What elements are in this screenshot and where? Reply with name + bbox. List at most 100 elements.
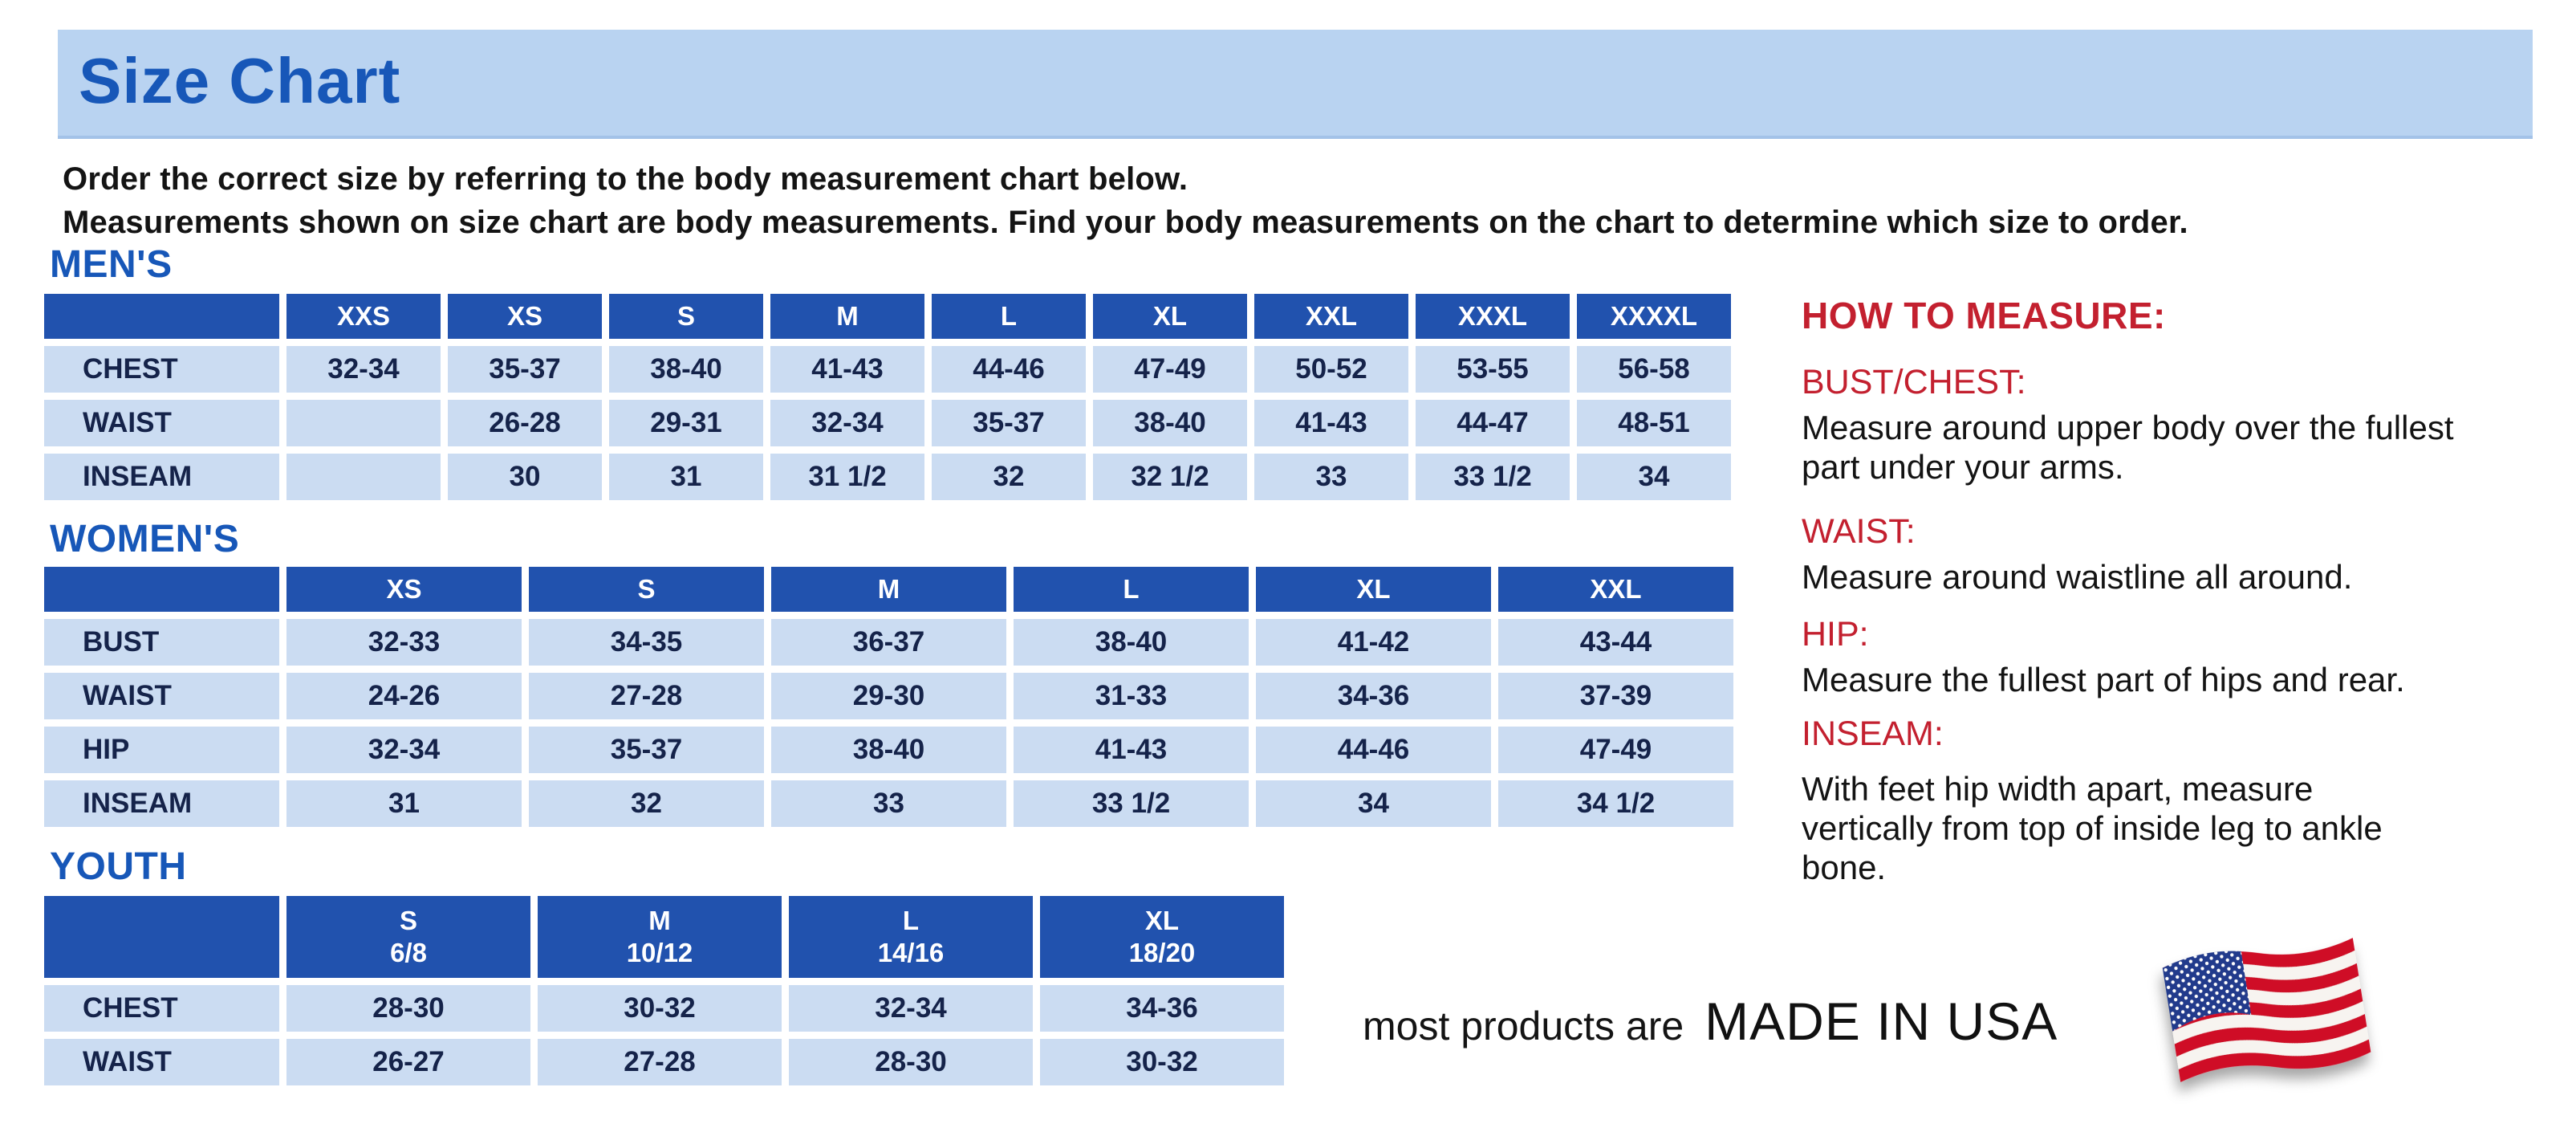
measurement-cell: 32 1/2 — [1093, 454, 1247, 500]
measurement-cell: 53-55 — [1416, 346, 1570, 393]
table-row: HIP 32-34 35-37 38-40 41-43 44-46 47-49 — [44, 727, 1733, 773]
measurement-cell: 33 1/2 — [1014, 780, 1249, 827]
header-row: XS S M L XL XXL — [44, 567, 1733, 612]
mens-size-table: XXS XS S M L XL XXL XXXL XXXXL CHEST 32-34 35-37 38… — [37, 287, 1738, 507]
size-header-cell: XXL — [1498, 567, 1733, 612]
measurement-cell: 41-43 — [1254, 400, 1408, 446]
measurement-cell: 33 — [1254, 454, 1408, 500]
measurement-cell: 34 — [1577, 454, 1731, 500]
made-in-usa-line: most products are MADE IN USA — [1363, 991, 2058, 1052]
corner-header-cell — [44, 896, 279, 978]
measurement-cell: 30-32 — [1040, 1039, 1284, 1085]
row-label-cell: WAIST — [44, 1039, 279, 1085]
corner-header-cell — [44, 567, 279, 612]
row-label-cell: WAIST — [44, 400, 279, 446]
measurement-cell: 26-28 — [448, 400, 602, 446]
youth-section-label: YOUTH — [50, 845, 187, 888]
mens-section-label: MEN'S — [50, 243, 173, 286]
row-label-cell: CHEST — [44, 346, 279, 393]
measurement-cell: 29-30 — [771, 673, 1006, 719]
title-band: Size Chart — [58, 30, 2533, 139]
measurement-cell: 32-34 — [789, 985, 1033, 1032]
inseam-label: INSEAM: — [1802, 715, 1944, 753]
measurement-cell: 33 — [771, 780, 1006, 827]
measurement-cell: 34-36 — [1256, 673, 1491, 719]
measurement-cell: 44-46 — [1256, 727, 1491, 773]
measurement-cell: 38-40 — [1014, 619, 1249, 666]
measurement-cell: 56-58 — [1577, 346, 1731, 393]
intro-line-1: Order the correct size by referring to t… — [63, 161, 1188, 197]
corner-header-cell — [44, 294, 279, 339]
size-header-cell: M — [770, 294, 924, 339]
womens-section-label: WOMEN'S — [50, 518, 240, 560]
womens-table-body: BUST 32-33 34-35 36-37 38-40 41-42 43-44 WAIST 2… — [44, 619, 1733, 827]
measurement-cell: 43-44 — [1498, 619, 1733, 666]
measurement-cell: 34-35 — [529, 619, 764, 666]
table-row: CHEST 28-30 30-32 32-34 34-36 — [44, 985, 1284, 1032]
measurement-cell: 34 1/2 — [1498, 780, 1733, 827]
youth-size-table: S 6/8 M 10/12 L 14/16 XL 18/20 CHEST 28-30 30… — [37, 889, 1291, 1093]
table-row: WAIST 26-28 29-31 32-34 35-37 38-40 41-43 44-47… — [44, 400, 1731, 446]
table-row: CHEST 32-34 35-37 38-40 41-43 44-46 47-49 50-52… — [44, 346, 1731, 393]
hip-instructions: Measure the fullest part of hips and rea… — [1802, 661, 2405, 698]
size-header-cell: XXXL — [1416, 294, 1570, 339]
measurement-cell: 34-36 — [1040, 985, 1284, 1032]
table-row: WAIST 26-27 27-28 28-30 30-32 — [44, 1039, 1284, 1085]
measurement-cell: 38-40 — [609, 346, 763, 393]
measurement-cell: 31-33 — [1014, 673, 1249, 719]
measurement-cell: 28-30 — [286, 985, 530, 1032]
measurement-cell: 48-51 — [1577, 400, 1731, 446]
measurement-cell: 44-46 — [932, 346, 1086, 393]
size-header-cell: XXXXL — [1577, 294, 1731, 339]
measurement-cell: 50-52 — [1254, 346, 1408, 393]
size-header-cell: XS — [448, 294, 602, 339]
how-to-measure-heading: HOW TO MEASURE: — [1802, 295, 2166, 336]
row-label-cell: INSEAM — [44, 454, 279, 500]
measurement-cell: 33 1/2 — [1416, 454, 1570, 500]
mens-table-body: CHEST 32-34 35-37 38-40 41-43 44-46 47-49 50-52… — [44, 346, 1731, 500]
measurement-cell: 27-28 — [529, 673, 764, 719]
measurement-cell: 32-34 — [770, 400, 924, 446]
row-label-cell: INSEAM — [44, 780, 279, 827]
measurement-cell: 32-34 — [286, 346, 441, 393]
youth-table-header: S 6/8 M 10/12 L 14/16 XL 18/20 — [44, 896, 1284, 978]
measurement-cell: 26-27 — [286, 1039, 530, 1085]
size-header-cell: XXL — [1254, 294, 1408, 339]
measurement-cell: 35-37 — [448, 346, 602, 393]
measurement-cell: 38-40 — [1093, 400, 1247, 446]
measurement-cell: 35-37 — [529, 727, 764, 773]
measurement-cell: 44-47 — [1416, 400, 1570, 446]
us-flag-icon — [2161, 930, 2372, 1089]
measurement-cell: 41-43 — [1014, 727, 1249, 773]
measurement-cell: 32 — [529, 780, 764, 827]
measurement-cell: 29-31 — [609, 400, 763, 446]
inseam-instructions: With feet hip width apart, measure verti… — [1802, 770, 2383, 886]
size-header-cell: XXS — [286, 294, 441, 339]
womens-table-header: XS S M L XL XXL — [44, 567, 1733, 612]
row-label-cell: HIP — [44, 727, 279, 773]
measurement-cell: 30-32 — [538, 985, 782, 1032]
measurement-cell: 41-42 — [1256, 619, 1491, 666]
table-row: WAIST 24-26 27-28 29-30 31-33 34-36 37-39 — [44, 673, 1733, 719]
measurement-cell: 34 — [1256, 780, 1491, 827]
waist-instructions: Measure around waistline all around. — [1802, 558, 2353, 596]
row-label-cell: CHEST — [44, 985, 279, 1032]
table-row: INSEAM 31 32 33 33 1/2 34 34 1/2 — [44, 780, 1733, 827]
measurement-cell: 31 1/2 — [770, 454, 924, 500]
size-header-cell: S 6/8 — [286, 896, 530, 978]
measurement-cell: 41-43 — [770, 346, 924, 393]
page-title: Size Chart — [79, 45, 401, 116]
made-in-usa-text: MADE IN USA — [1704, 992, 2058, 1051]
measurement-cell: 24-26 — [286, 673, 522, 719]
intro-line-2: Measurements shown on size chart are bod… — [63, 205, 2188, 240]
womens-size-table: XS S M L XL XXL BUST 32-33 34-35 36-37 38-40 41-42… — [37, 560, 1741, 834]
measurement-cell: 31 — [609, 454, 763, 500]
measurement-cell: 32 — [932, 454, 1086, 500]
measurement-cell: 32-34 — [286, 727, 522, 773]
measurement-cell: 30 — [448, 454, 602, 500]
size-header-cell: XL — [1256, 567, 1491, 612]
measurement-cell: 31 — [286, 780, 522, 827]
hip-label: HIP: — [1802, 615, 1869, 654]
waist-label: WAIST: — [1802, 512, 1916, 551]
